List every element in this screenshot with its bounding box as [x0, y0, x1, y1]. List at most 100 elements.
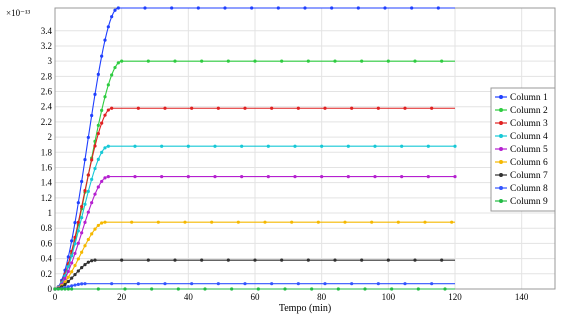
series-lines: [53, 6, 457, 291]
legend-item: Column 9: [495, 197, 548, 207]
data-point: [103, 176, 107, 180]
data-point: [76, 282, 80, 286]
data-point: [86, 237, 90, 242]
data-point: [440, 258, 444, 262]
data-point: [83, 263, 87, 267]
data-point: [66, 265, 70, 269]
data-point: [373, 144, 377, 148]
data-point: [390, 287, 394, 291]
legend-swatch-marker: [499, 147, 503, 151]
legend-item: Column 4: [495, 132, 548, 142]
data-point: [133, 175, 137, 179]
x-tick-label: 140: [515, 292, 529, 302]
data-point: [90, 232, 94, 236]
data-point: [253, 258, 257, 262]
series-4: [53, 144, 457, 291]
data-point: [100, 121, 104, 125]
y-tick-label: 3: [48, 56, 53, 66]
data-point: [86, 189, 90, 193]
data-point: [116, 6, 120, 10]
data-point: [70, 270, 74, 274]
legend-swatch-marker: [499, 173, 503, 177]
data-point: [136, 282, 140, 286]
data-point: [236, 220, 240, 224]
data-point: [306, 258, 310, 262]
data-point: [400, 175, 404, 179]
y-tick-label: 1.6: [41, 162, 53, 172]
data-point: [66, 255, 70, 259]
data-point: [410, 6, 414, 10]
data-point: [223, 6, 227, 10]
data-point: [450, 220, 454, 224]
data-point: [376, 282, 380, 286]
data-point: [63, 282, 67, 287]
data-point: [93, 92, 97, 96]
data-point: [160, 175, 164, 179]
y-tick-label: 2.2: [41, 117, 52, 127]
x-tick-label: 40: [184, 292, 194, 302]
data-point: [426, 144, 430, 148]
legend-label: Column 8: [510, 184, 548, 194]
data-point: [303, 6, 307, 10]
data-point: [346, 175, 350, 179]
y-axis-multiplier: ×10⁻¹³: [6, 8, 31, 18]
data-point: [216, 282, 220, 286]
data-point: [76, 201, 80, 205]
data-point: [83, 202, 87, 206]
data-point: [80, 179, 84, 184]
data-point: [130, 220, 134, 224]
data-point: [83, 157, 87, 162]
legend-label: Column 7: [510, 171, 548, 181]
x-tick-label: 60: [251, 292, 261, 302]
legend-label: Column 6: [510, 158, 548, 168]
data-point: [110, 106, 114, 110]
legend-item: Column 2: [495, 106, 548, 116]
data-point: [93, 166, 97, 171]
data-point: [250, 6, 254, 10]
data-point: [110, 15, 114, 19]
data-point: [176, 287, 180, 291]
data-point: [123, 287, 127, 291]
legend-label: Column 5: [510, 145, 548, 155]
data-point: [106, 108, 110, 112]
data-point: [363, 287, 367, 291]
data-point: [430, 282, 434, 286]
data-point: [416, 287, 420, 291]
data-point: [100, 108, 104, 112]
data-point: [290, 220, 294, 224]
data-point: [280, 59, 284, 63]
data-point: [70, 276, 74, 280]
y-tick-label: 1.2: [41, 193, 52, 203]
data-point: [80, 216, 84, 220]
data-point: [266, 144, 270, 148]
y-tick-label: 0.8: [41, 223, 53, 233]
data-point: [240, 175, 244, 179]
data-point: [163, 282, 167, 286]
data-point: [283, 287, 287, 291]
y-tick-label: 2.8: [41, 71, 53, 81]
data-point: [333, 258, 337, 262]
data-point: [256, 287, 260, 291]
data-point: [323, 106, 327, 110]
data-point: [96, 223, 100, 228]
data-point: [86, 210, 90, 214]
grid: [54, 8, 555, 290]
data-point: [80, 231, 84, 235]
data-point: [293, 175, 297, 179]
data-point: [83, 189, 87, 193]
data-point: [103, 38, 107, 42]
y-tick-label: 2.6: [41, 87, 53, 97]
data-point: [76, 229, 80, 233]
data-point: [80, 250, 84, 254]
data-point: [106, 175, 110, 179]
data-point: [243, 282, 247, 286]
series-line: [54, 107, 455, 290]
data-point: [440, 59, 444, 63]
legend-label: Column 9: [510, 197, 548, 207]
data-point: [333, 59, 337, 63]
data-point: [213, 144, 217, 148]
series-line: [54, 145, 455, 290]
legend-swatch-marker: [499, 186, 503, 190]
legend-item: Column 7: [495, 171, 548, 181]
data-point: [350, 282, 354, 286]
